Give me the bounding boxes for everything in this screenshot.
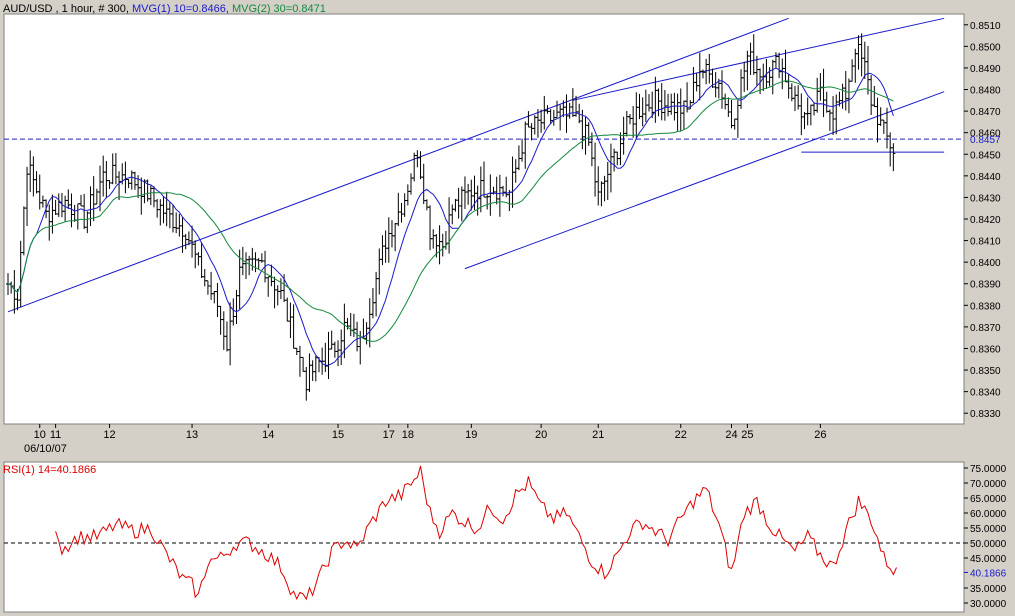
trendline bbox=[572, 17, 945, 101]
trendline bbox=[464, 91, 945, 270]
price-y-tick-label: 0.8380 bbox=[970, 301, 1001, 312]
x-tick-label: 24 bbox=[725, 429, 737, 441]
rsi-y-tick-label: 65.0000 bbox=[970, 494, 1007, 505]
price-y-tick-label: 0.8360 bbox=[970, 344, 1001, 355]
price-y-tick-label: 0.8340 bbox=[970, 388, 1001, 399]
rsi-line bbox=[55, 465, 897, 601]
rsi-y-tick-label: 70.0000 bbox=[970, 479, 1007, 490]
x-tick-label: 22 bbox=[675, 429, 687, 441]
price-plot-area[interactable] bbox=[3, 13, 965, 425]
rsi-plot-area[interactable] bbox=[3, 461, 965, 613]
moving-averages bbox=[7, 67, 894, 366]
price-y-tick-label: 0.8490 bbox=[970, 64, 1001, 75]
trendline bbox=[7, 17, 789, 313]
price-y-tick-label: 0.8430 bbox=[970, 193, 1001, 204]
time-x-axis: 10 11 12 13 14 15 17 18 19 20 21 22 24 25 26 bbox=[34, 424, 826, 441]
x-tick-label: 14 bbox=[262, 429, 274, 441]
trendlines[interactable] bbox=[7, 17, 945, 313]
price-y-tick-label: 0.8480 bbox=[970, 86, 1001, 97]
moving-average-line bbox=[7, 80, 894, 342]
price-y-tick-label: 0.8410 bbox=[970, 237, 1001, 248]
rsi-y-tick-label: 55.0000 bbox=[970, 524, 1007, 535]
rsi-y-tick-label: 60.0000 bbox=[970, 509, 1007, 520]
price-y-tick-label: 0.8450 bbox=[970, 150, 1001, 161]
x-tick-label: 15 bbox=[332, 429, 344, 441]
price-header-part: AUD/USD , 1 hour, # 300, bbox=[3, 3, 129, 15]
rsi-series bbox=[55, 465, 897, 601]
price-y-tick-label: 0.8370 bbox=[970, 323, 1001, 334]
x-tick-label: 26 bbox=[814, 429, 826, 441]
x-tick-label: 19 bbox=[465, 429, 477, 441]
rsi-y-tick-label: 30.0000 bbox=[970, 599, 1007, 610]
rsi-y-tick-label: 35.0000 bbox=[970, 584, 1007, 595]
price-y-tick-label: 0.8460 bbox=[970, 129, 1001, 140]
price-y-tick-label: 0.8440 bbox=[970, 172, 1001, 183]
rsi-y-axis: 30.0000 35.0000 40.1866 45.0000 50.0000 55.00… bbox=[964, 464, 1007, 610]
price-y-axis: 0.8330 0.8340 0.8350 0.8360 0.8370 0.8380 0.83… bbox=[964, 21, 1001, 420]
last-price-value: 0.8457 bbox=[970, 135, 1001, 146]
price-y-tick-label: 0.8400 bbox=[970, 258, 1001, 269]
x-tick-label: 12 bbox=[103, 429, 115, 441]
moving-average-line bbox=[7, 67, 894, 366]
date-label: 06/10/07 bbox=[24, 443, 67, 455]
x-tick-label: 11 bbox=[50, 429, 61, 441]
x-tick-label: 17 bbox=[383, 429, 395, 441]
rsi-y-tick-label: 50.0000 bbox=[970, 539, 1007, 550]
ohlc-bars bbox=[6, 33, 896, 401]
price-header-part: MVG(2) 30=0.8471 bbox=[229, 3, 326, 15]
rsi-panel-header: RSI(1) 14=40.1866 bbox=[3, 464, 96, 476]
rsi-y-tick-label: 40.1866 bbox=[970, 568, 1007, 579]
x-tick-label: 21 bbox=[592, 429, 604, 441]
x-tick-label: 10 bbox=[34, 429, 46, 441]
rsi-header-text: RSI(1) 14=40.1866 bbox=[3, 464, 96, 476]
price-y-tick-label: 0.8510 bbox=[970, 21, 1001, 32]
price-y-tick-label: 0.8330 bbox=[970, 409, 1001, 420]
price-panel-header: AUD/USD , 1 hour, # 300, MVG(1) 10=0.846… bbox=[3, 3, 326, 15]
x-tick-label: 13 bbox=[186, 429, 198, 441]
price-y-tick-label: 0.8420 bbox=[970, 215, 1001, 226]
price-y-tick-label: 0.8390 bbox=[970, 280, 1001, 291]
price-y-tick-label: 0.8470 bbox=[970, 107, 1001, 118]
x-tick-label: 20 bbox=[535, 429, 547, 441]
rsi-y-tick-label: 75.0000 bbox=[970, 464, 1007, 475]
price-header-part: MVG(1) 10=0.8466, bbox=[129, 3, 229, 15]
rsi-y-tick-label: 45.0000 bbox=[970, 554, 1007, 565]
last-price-label: 0.8457 bbox=[970, 135, 1001, 146]
price-y-tick-label: 0.8350 bbox=[970, 366, 1001, 377]
x-tick-label: 25 bbox=[741, 429, 753, 441]
x-tick-label: 18 bbox=[402, 429, 414, 441]
price-y-tick-label: 0.8500 bbox=[970, 42, 1001, 53]
